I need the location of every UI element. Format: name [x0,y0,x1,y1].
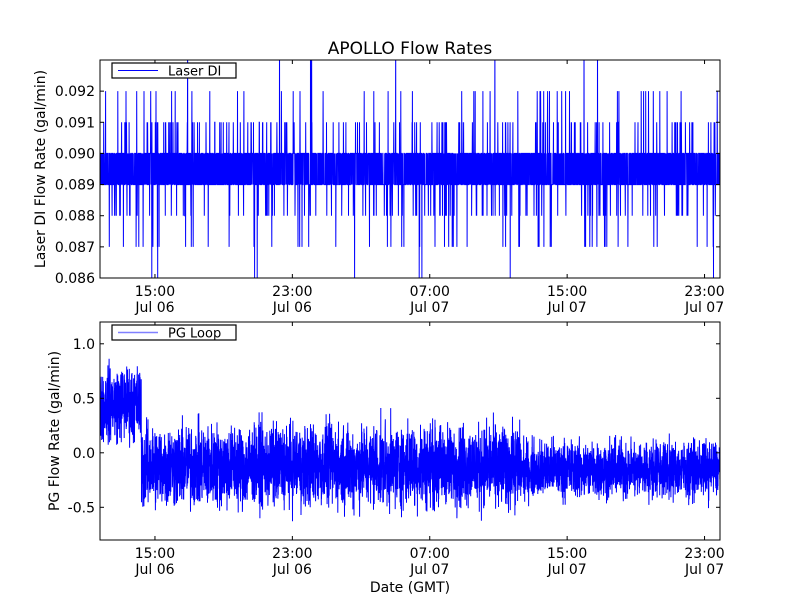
x-tick-label-date: Jul 06 [272,300,312,316]
y-tick-label: 0.090 [55,146,95,162]
y-tick-label: 0.0 [73,446,95,462]
legend: PG Loop [111,324,237,342]
x-tick-label-date: Jul 06 [134,562,174,578]
pg-loop-series-line [100,358,720,522]
y-axis-label: Laser DI Flow Rate (gal/min) [33,70,49,268]
y-tick-label: 0.091 [55,115,95,131]
x-tick-label-time: 15:00 [547,284,587,300]
legend-label: PG Loop [168,327,221,342]
y-tick-label: 0.086 [55,271,95,287]
x-tick-label-time: 15:00 [135,284,175,300]
y-tick-label: 0.087 [55,240,95,256]
legend-box [111,62,237,79]
laser-di-subplot: 0.086 0.087 0.088 0.089 0.090 0.091 0.092 15:00… [33,59,725,316]
x-tick-label-time: 23:00 [272,284,312,300]
y-tick-label: 0.089 [55,178,95,194]
x-tick-label-date: Jul 07 [684,300,724,316]
legend: Laser DI [111,62,237,80]
x-axis-label: Date (GMT) [370,580,450,596]
x-tick-label-date: Jul 07 [409,562,449,578]
x-tick-label-date: Jul 07 [547,562,587,578]
axes-frame [99,59,721,279]
x-tick-label-time: 23:00 [684,546,724,562]
y-tick-label: 1.0 [73,337,95,353]
y-tick-label: 0.088 [55,209,95,225]
x-tick-label-date: Jul 06 [272,562,312,578]
x-tick-label-time: 23:00 [272,546,312,562]
y-tick-label: 0.5 [73,391,95,407]
x-tick-label-date: Jul 07 [547,300,587,316]
laser-di-series-line [100,60,720,278]
legend-box [111,324,237,341]
x-tick-label-date: Jul 07 [684,562,724,578]
x-tick-label-time: 07:00 [410,546,450,562]
y-tick-label: -0.5 [68,500,95,516]
y-tick-label: 0.092 [55,84,95,100]
x-tick-label-date: Jul 06 [134,300,174,316]
chart-title: APOLLO Flow Rates [328,39,493,59]
y-axis-label: PG Flow Rate (gal/min) [47,351,63,511]
x-tick-label-time: 15:00 [547,546,587,562]
legend-label: Laser DI [168,65,221,80]
axes-frame [99,321,721,541]
x-tick-label-time: 15:00 [135,546,175,562]
x-tick-label-date: Jul 07 [409,300,449,316]
x-tick-label-time: 23:00 [684,284,724,300]
x-tick-label-time: 07:00 [410,284,450,300]
